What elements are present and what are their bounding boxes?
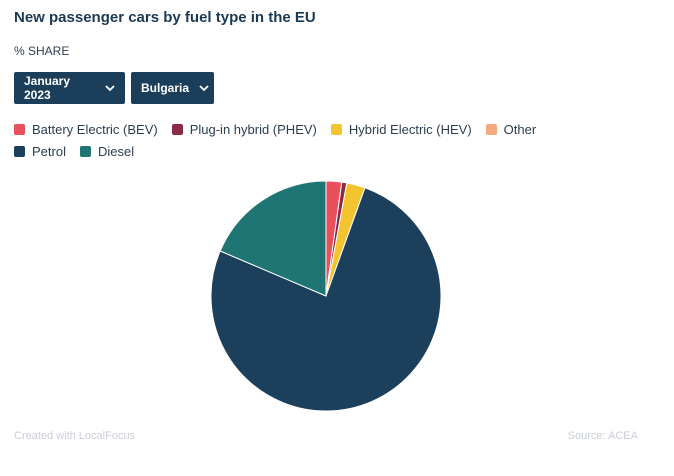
legend-label: Hybrid Electric (HEV) bbox=[348, 121, 472, 137]
period-dropdown[interactable]: January 2023 bbox=[14, 72, 125, 104]
country-dropdown[interactable]: Bulgaria bbox=[131, 72, 214, 104]
legend-swatch bbox=[79, 145, 91, 157]
legend-label: Battery Electric (BEV) bbox=[32, 121, 158, 137]
legend-label: Plug-in hybrid (PHEV) bbox=[189, 121, 317, 137]
footer-source: Source: ACEA bbox=[567, 430, 638, 442]
legend-item[interactable]: Plug-in hybrid (PHEV) bbox=[171, 121, 317, 137]
country-dropdown-label: Bulgaria bbox=[141, 81, 190, 95]
legend-item[interactable]: Other bbox=[485, 121, 537, 137]
pie-slice-diesel[interactable] bbox=[219, 180, 327, 297]
legend-item[interactable]: Battery Electric (BEV) bbox=[14, 121, 158, 137]
chart-title: New passenger cars by fuel type in the E… bbox=[14, 9, 316, 26]
chart-subtitle: % SHARE bbox=[14, 44, 70, 58]
chevron-down-icon bbox=[105, 84, 115, 92]
legend-swatch bbox=[171, 123, 183, 135]
period-dropdown-label: January 2023 bbox=[24, 74, 71, 102]
legend-swatch bbox=[14, 145, 25, 157]
legend-label: Petrol bbox=[32, 143, 66, 159]
legend-item[interactable]: Diesel bbox=[79, 143, 135, 159]
legend-label: Diesel bbox=[97, 143, 135, 159]
legend-item[interactable]: Hybrid Electric (HEV) bbox=[330, 121, 472, 137]
legend-label: Other bbox=[503, 121, 537, 137]
pie-slice-petrol[interactable] bbox=[210, 187, 442, 412]
footer-credit[interactable]: Created with LocalFocus bbox=[14, 430, 136, 442]
legend-swatch bbox=[330, 123, 342, 135]
legend-swatch bbox=[14, 123, 25, 135]
chevron-down-icon bbox=[199, 84, 209, 92]
chart-legend: Battery Electric (BEV) Plug-in hybrid (PH… bbox=[14, 121, 614, 159]
legend-swatch bbox=[485, 123, 497, 135]
legend-item[interactable]: Petrol bbox=[14, 143, 66, 159]
